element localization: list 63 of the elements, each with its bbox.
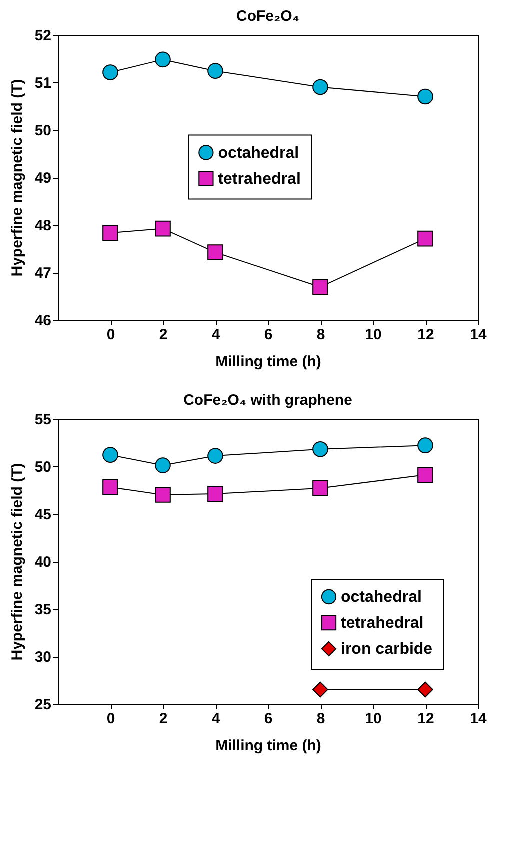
y-tick-label: 51	[34, 75, 52, 92]
x-tick-label: 0	[106, 710, 116, 728]
y-tick-label: 48	[34, 218, 52, 234]
point	[418, 467, 434, 483]
x-axis-title: Milling time (h)	[216, 738, 322, 754]
y-tick-label: 45	[34, 506, 52, 524]
x-axis-title: Milling time (h)	[216, 354, 322, 370]
point	[312, 442, 328, 458]
point	[418, 88, 434, 105]
y-tick-label: 25	[34, 696, 52, 714]
x-tick-label: 0	[106, 326, 116, 344]
point	[155, 220, 171, 237]
x-tick-label: 10	[365, 710, 382, 728]
point	[312, 480, 328, 496]
y-tick-label: 35	[34, 602, 52, 618]
point	[102, 479, 118, 496]
x-tick-label: 8	[316, 710, 326, 728]
point	[208, 63, 224, 79]
x-tick-label: 10	[365, 326, 382, 344]
point	[312, 682, 328, 698]
y-tick-label: 40	[34, 554, 52, 571]
chart-title: CoFe₂O₄	[236, 8, 300, 25]
point	[418, 682, 434, 698]
point	[102, 64, 118, 80]
point	[155, 52, 171, 68]
x-tick-label: 6	[264, 710, 273, 728]
y-tick-label: 50	[34, 459, 52, 476]
point	[208, 244, 224, 260]
y-axis-title: Hyperfine magnetic field (T)	[8, 463, 26, 661]
x-tick-label: 2	[159, 326, 168, 344]
y-tick-label: 30	[34, 649, 52, 666]
point	[312, 79, 328, 96]
y-tick-label: 50	[34, 122, 52, 140]
y-tick-label: 49	[34, 170, 52, 187]
x-tick-label: 2	[159, 710, 168, 728]
x-tick-label: 8	[316, 326, 326, 344]
point	[312, 279, 328, 296]
legend-label: tetrahedral	[218, 170, 301, 188]
y-tick-label: 47	[34, 265, 52, 282]
point	[208, 448, 224, 464]
x-tick-label: 12	[418, 710, 434, 728]
y-tick-label: 55	[34, 412, 52, 428]
legend-label: iron carbide	[341, 641, 433, 658]
legend-label: octahedral	[341, 589, 422, 606]
x-tick-label: 12	[418, 326, 434, 344]
point	[102, 225, 118, 241]
y-tick-label: 52	[34, 28, 52, 44]
point	[418, 438, 434, 454]
x-tick-label: 4	[212, 326, 221, 344]
legend-label: octahedral	[218, 144, 300, 162]
point	[208, 486, 224, 502]
legend-label: tetrahedral	[341, 615, 424, 632]
point	[102, 447, 118, 463]
point	[418, 230, 434, 247]
x-tick-label: 6	[264, 326, 273, 344]
x-tick-label: 14	[470, 710, 488, 728]
point	[155, 487, 171, 503]
x-tick-label: 14	[470, 326, 488, 344]
chart-title: CoFe₂O₄ with graphene	[184, 392, 352, 409]
y-axis-title: Hyperfine magnetic field (T)	[8, 79, 26, 277]
x-tick-label: 4	[212, 710, 221, 728]
point	[155, 458, 171, 474]
y-tick-label: 46	[34, 312, 52, 330]
